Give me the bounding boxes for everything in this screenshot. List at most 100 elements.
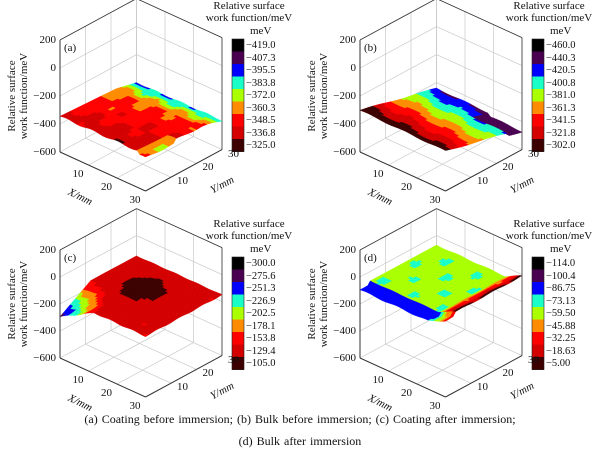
grid-line — [436, 235, 523, 275]
y-tick-label: 20 — [202, 161, 214, 174]
colorbar-title-line: work function/meV — [505, 230, 593, 242]
z-axis-label: Relative surface work function/meV — [6, 248, 30, 360]
figure-caption-line-1: (a) Coating before immersion; (b) Bulk b… — [84, 412, 516, 426]
colorbar-level-label: −372.0 — [246, 90, 276, 101]
x-axis-line — [359, 151, 446, 192]
colorbar-level-label: −105.0 — [246, 358, 276, 369]
y-tick-label: 30 — [228, 147, 239, 160]
box-edge — [438, 0, 523, 38]
colorbar-swatch — [532, 357, 544, 370]
colorbar-level-label: −45.88 — [546, 320, 576, 332]
colorbar-swatch — [232, 139, 244, 152]
colorbar-swatch — [232, 294, 244, 308]
grid-line — [59, 26, 137, 69]
colorbar-title-line: work function/meV — [205, 230, 293, 242]
x-tick-label: 20 — [101, 387, 112, 399]
z-tick-label: 0 — [350, 62, 357, 74]
z-tick-label: −600 — [333, 146, 356, 158]
z-tick-label: 200 — [339, 244, 357, 256]
colorbar-level-label: −129.4 — [246, 345, 276, 357]
colorbar-swatch — [232, 357, 244, 370]
colorbar-title-line: Relative surface — [513, 0, 585, 12]
grid-line — [85, 343, 172, 384]
surface-plot-svg — [59, 0, 245, 192]
z-tick-label: 200 — [339, 34, 357, 46]
colorbar-title-line: work function/meV — [205, 12, 293, 24]
panel-label: (b) — [364, 42, 377, 54]
colorbar-level-label: −383.8 — [246, 77, 276, 89]
colorbar-swatch — [532, 126, 544, 140]
y-tick-label: 30 — [528, 147, 539, 160]
colorbar-swatch — [532, 101, 544, 115]
colorbar-swatch — [232, 257, 244, 270]
grid-line — [88, 329, 166, 372]
box-edge — [59, 208, 137, 251]
surface-cell — [442, 319, 449, 322]
colorbar-swatch — [232, 344, 244, 358]
colorbar-title: Relative surface work function/meV — [198, 0, 300, 24]
y-tick-label: 10 — [177, 381, 188, 394]
z-axis-label: Relative surface work function/meV — [6, 40, 30, 152]
colorbar-level-label: −18.63 — [546, 345, 576, 357]
x-tick-label: 20 — [401, 181, 412, 193]
z-tick-label: 200 — [39, 244, 57, 256]
colorbar-swatch — [232, 307, 244, 320]
colorbar-level-label: −86.75 — [546, 283, 576, 294]
grid-line — [385, 137, 472, 178]
grid-line — [359, 26, 437, 69]
grid-line — [110, 330, 197, 370]
colorbar-level-label: −395.5 — [246, 65, 276, 76]
grid-line — [136, 54, 223, 94]
grid-line — [116, 342, 194, 385]
z-tick-label: −200 — [33, 90, 56, 102]
colorbar-swatch — [532, 269, 544, 283]
colorbar-title: Relative surface work function/meV — [198, 218, 300, 242]
z-tick-label: −400 — [33, 325, 56, 337]
y-tick-label: 10 — [477, 381, 488, 394]
grid-line — [85, 137, 172, 178]
colorbar-level-label: −302.0 — [546, 140, 576, 151]
panel-c: 200 0 −200 −400 −600 10 20 30 10 20 30 X/mm Y/mm Rela… — [0, 208, 300, 438]
colorbar-level-label: −226.9 — [246, 295, 276, 307]
colorbar-swatch — [532, 89, 544, 102]
colorbar-swatch — [532, 64, 544, 77]
surface-plot-svg — [359, 0, 545, 192]
z-axis-label-line: work function/meV — [18, 260, 30, 348]
colorbar-swatch — [232, 51, 244, 65]
y-axis-line — [145, 149, 223, 192]
colorbar-level-label: −202.5 — [246, 308, 276, 319]
surface-cell — [142, 333, 149, 337]
x-tick-label: 10 — [372, 168, 384, 180]
colorbar-level-label: −114.0 — [546, 258, 576, 269]
colorbar-level-label: −5.00 — [546, 358, 571, 369]
x-tick-label: 30 — [129, 400, 141, 412]
z-tick-label: −600 — [33, 352, 56, 364]
colorbar-level-label: −321.8 — [546, 127, 576, 139]
colorbar-swatch — [532, 257, 544, 270]
colorbar-swatch — [532, 76, 544, 90]
colorbar-unit: meV — [250, 243, 272, 255]
z-axis-label: Relative surface work function/meV — [306, 248, 330, 360]
colorbar-title: Relative surface work function/meV — [498, 218, 600, 242]
y-tick-label: 30 — [528, 353, 539, 366]
x-tick-label: 10 — [72, 168, 84, 180]
colorbar-level-label: −325.0 — [246, 140, 276, 151]
z-tick-label: 0 — [50, 271, 57, 283]
grid-line — [59, 54, 137, 97]
y-tick-label: 20 — [202, 367, 214, 380]
y-axis-line — [445, 149, 523, 192]
colorbar-unit: meV — [250, 25, 272, 37]
colorbar-swatch — [532, 114, 544, 127]
colorbar-frame — [531, 256, 545, 370]
colorbar-level-label: −153.8 — [246, 333, 276, 344]
colorbar-swatch — [232, 269, 244, 283]
z-axis-label-line: Relative surface — [6, 268, 18, 340]
surface-cell — [442, 148, 449, 151]
colorbar-frame — [531, 38, 545, 152]
colorbar-swatch — [232, 64, 244, 77]
colorbar-swatch — [232, 101, 244, 115]
colorbar-level-label: −32.25 — [546, 333, 576, 344]
box-edge — [359, 208, 437, 251]
grid-line — [385, 343, 472, 384]
z-axis-label-line: work function/meV — [18, 52, 30, 140]
